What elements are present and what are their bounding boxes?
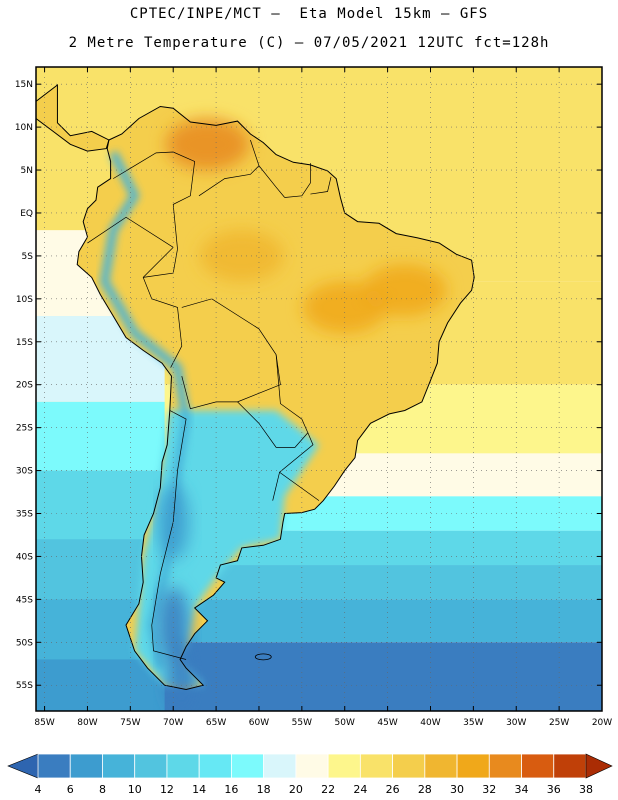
lat-label: 5S <box>22 252 34 262</box>
colorbar-label: 34 <box>515 783 529 796</box>
border-line <box>113 151 196 250</box>
colorbar-label: 10 <box>128 783 142 796</box>
map-axes: 15N 10N 5N EQ 5S 10S 15S 20S 25S 30S 35S 40S 45S 50S 5… <box>15 66 612 728</box>
lon-label: 60W <box>249 718 269 728</box>
lon-label: 40W <box>420 718 440 728</box>
lat-label: 10N <box>15 123 33 133</box>
lon-label: 50W <box>335 718 355 728</box>
cold-patch-tierra-del-fuego <box>165 638 198 711</box>
border-line <box>181 298 281 410</box>
border-line <box>258 165 285 198</box>
lon-label: 55W <box>292 718 312 728</box>
lat-label: 15S <box>16 338 33 348</box>
lat-label: 5N <box>21 166 33 176</box>
lat-label: 55S <box>16 681 33 691</box>
coastline <box>76 105 475 691</box>
colorbar-segment <box>263 753 297 779</box>
lon-label: 75W <box>120 718 140 728</box>
lat-label: 35S <box>16 510 33 520</box>
colorbar-segment <box>37 753 71 779</box>
lon-label: 70W <box>163 718 183 728</box>
lat-label: 40S <box>16 552 33 562</box>
colorbar-label: 6 <box>67 783 74 796</box>
country-borders <box>87 139 332 660</box>
border-line <box>151 410 187 660</box>
border-line <box>284 163 311 198</box>
warm-patch-bahia <box>362 264 447 317</box>
colorbar-label: 20 <box>289 783 303 796</box>
colorbar-label: 32 <box>482 783 496 796</box>
colorbar-segment <box>231 753 265 779</box>
border-line <box>278 432 320 501</box>
lat-label: 10S <box>16 295 33 305</box>
lat-label: 30S <box>16 467 33 477</box>
lon-label: 35W <box>463 718 483 728</box>
colorbar-label: 4 <box>35 783 42 796</box>
colorbar-arrow-low <box>7 753 39 779</box>
colorbar-segment <box>488 753 522 779</box>
falkland-islands <box>254 653 272 661</box>
colorbar-label: 12 <box>160 783 174 796</box>
lat-label: 15N <box>15 80 33 90</box>
lat-label: 25S <box>16 424 33 434</box>
andes-cold-ridge <box>100 150 191 669</box>
border-line <box>310 176 332 195</box>
lon-label: 25W <box>549 718 569 728</box>
colorbar-segment <box>327 753 361 779</box>
colorbar-segment <box>295 753 329 779</box>
map-frame <box>35 66 603 712</box>
pacific-band <box>36 659 165 711</box>
map-subtitle: 2 Metre Temperature (C) – 07/05/2021 12U… <box>68 35 550 51</box>
border-line <box>198 139 260 197</box>
colorbar-segment <box>134 753 168 779</box>
lon-label: 65W <box>206 718 226 728</box>
pacific-band <box>36 470 165 540</box>
colorbar-segment <box>424 753 458 779</box>
central-america-land <box>36 85 109 152</box>
colorbar-label: 22 <box>321 783 335 796</box>
border-line <box>143 248 178 278</box>
colorbar-label: 14 <box>192 783 206 796</box>
warm-patch-venezuela <box>165 118 250 171</box>
lat-label: 45S <box>16 595 33 605</box>
colorbar-label: 16 <box>224 783 238 796</box>
pacific-band <box>36 401 165 471</box>
map-title: CPTEC/INPE/MCT – Eta Model 15km – GFS <box>129 6 489 22</box>
lat-label: 20S <box>16 381 33 391</box>
colorbar-segment <box>521 753 555 779</box>
colorbar-segment <box>69 753 103 779</box>
lon-label: 80W <box>77 718 97 728</box>
colorbar-label: 30 <box>450 783 464 796</box>
plot-area <box>36 67 602 711</box>
colorbar: 4 6 8 10 12 14 16 18 20 22 24 26 28 30 32 34 36 38 <box>7 753 613 796</box>
colorbar-segment <box>553 753 587 779</box>
border-line <box>87 216 183 368</box>
colorbar-segment <box>198 753 232 779</box>
colorbar-label: 28 <box>418 783 432 796</box>
colorbar-label: 8 <box>99 783 106 796</box>
colorbar-segment <box>102 753 136 779</box>
colorbar-label: 26 <box>386 783 400 796</box>
colorbar-segment <box>456 753 490 779</box>
colorbar-label: 18 <box>257 783 271 796</box>
lon-label: 20W <box>592 718 612 728</box>
colorbar-label: 24 <box>353 783 367 796</box>
lat-label: 50S <box>16 638 33 648</box>
border-line <box>272 472 280 501</box>
lat-label: EQ <box>20 209 33 219</box>
colorbar-label: 38 <box>579 783 593 796</box>
colorbar-segment <box>166 753 200 779</box>
lon-label: 45W <box>377 718 397 728</box>
colorbar-segment <box>359 753 393 779</box>
colorbar-segment <box>392 753 426 779</box>
coastline-central-america <box>36 84 110 152</box>
lon-label: 85W <box>34 718 54 728</box>
colorbar-label: 36 <box>547 783 561 796</box>
lon-label: 30W <box>506 718 526 728</box>
colorbar-arrow-high <box>585 753 613 779</box>
